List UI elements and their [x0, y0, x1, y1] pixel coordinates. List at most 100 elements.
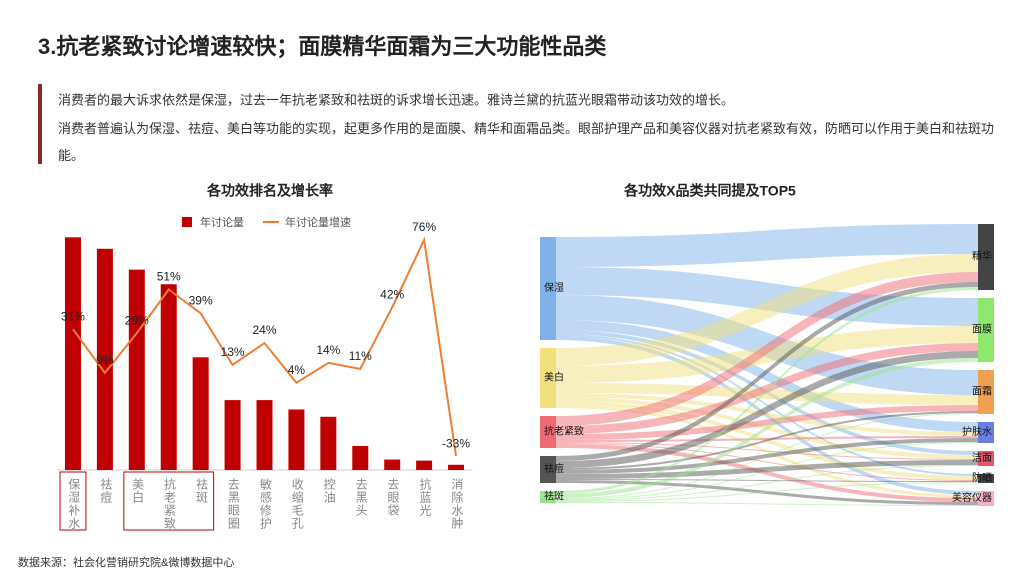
sankey-node [978, 451, 994, 466]
bar [320, 416, 337, 470]
sankey-link [556, 254, 978, 366]
bar [128, 269, 145, 470]
sankey-link [556, 334, 978, 476]
sankey-link [556, 282, 978, 461]
sankey-node [540, 348, 556, 408]
source-note: 数据来源：社会化营销研究院&微博数据中心 [18, 555, 234, 569]
data-label: 14% [316, 343, 340, 357]
paragraph: 消费者普遍认为保湿、祛痘、美白等功能的实现，起更多作用的是面膜、精华和面霜品类。… [58, 121, 995, 163]
bar [352, 446, 369, 470]
highlight-box [123, 471, 215, 531]
x-tick-label: 敏感修护 [258, 477, 272, 530]
sankey-node [978, 474, 994, 483]
bar [384, 459, 401, 470]
sankey-link [556, 465, 978, 501]
sankey-link [556, 343, 978, 434]
slide-title: 3.抗老紧致讨论增速较快；面膜精华面霜为三大功能性品类 [38, 34, 607, 59]
sankey-node [978, 224, 994, 290]
sankey-node [540, 491, 556, 503]
sankey-node [540, 416, 556, 448]
data-label: 4% [288, 363, 306, 377]
data-label: 51% [157, 270, 181, 284]
data-label: 24% [252, 323, 276, 337]
x-tick-label: 抗蓝光 [418, 477, 432, 517]
sankey-link [556, 413, 978, 499]
node-label: 美白 [544, 371, 564, 384]
node-label: 面霜 [972, 386, 992, 398]
data-label: 13% [221, 345, 245, 359]
data-label: 31% [61, 309, 85, 323]
x-tick-label: 控油 [322, 478, 336, 504]
sankey-link [556, 393, 978, 436]
x-tick-label: 祛斑 [194, 478, 208, 504]
legend-swatch [182, 217, 192, 227]
sankey-link [556, 442, 978, 460]
bar [96, 248, 113, 470]
sankey-link [556, 482, 978, 502]
bar [448, 464, 465, 470]
sankey-node [540, 456, 556, 483]
sankey-link [556, 405, 978, 440]
data-label: -33% [442, 436, 470, 450]
legend-label: 年讨论量增速 [285, 215, 351, 229]
data-label: 11% [349, 349, 372, 363]
sankey-node [978, 422, 994, 443]
node-label: 防晒 [972, 471, 992, 484]
line [72, 236, 458, 457]
data-label: 9% [96, 353, 114, 367]
sankey-link [556, 411, 978, 470]
x-tick-label: 保湿补水 [67, 478, 81, 530]
legend-label: 年讨论量 [200, 215, 244, 229]
node-label: 美容仪器 [952, 491, 992, 504]
sankey-node [540, 237, 556, 340]
sankey-node [978, 370, 994, 414]
sankey-link [556, 320, 978, 432]
chart-title: 各功效X品类共同提及TOP5 [623, 183, 796, 199]
data-label: 29% [125, 313, 149, 327]
x-tick-label: 去黑头 [354, 478, 368, 517]
x-tick-label: 祛痘 [99, 478, 113, 504]
data-label: 39% [189, 293, 213, 307]
chart-title: 各功效排名及增长率 [206, 183, 333, 199]
sankey-link [556, 287, 978, 494]
x-tick-label: 消除水肿 [450, 478, 464, 530]
highlight-box [59, 471, 87, 531]
sankey-link [556, 272, 978, 426]
sankey-link [556, 358, 978, 498]
sankey-link [556, 224, 978, 267]
paragraph-box: 消费者普遍认为保湿、祛痘、美白等功能的实现，起更多作用的是面膜、精华和面霜品类。… [58, 121, 995, 163]
node-label: 洁面 [972, 451, 992, 464]
sankey-link [556, 442, 978, 500]
sankey-node [978, 491, 994, 506]
sankey-link [556, 443, 978, 481]
bar [224, 400, 241, 470]
node-label: 保湿 [544, 281, 564, 294]
x-tick-label: 去眼袋 [386, 478, 400, 517]
data-label: 76% [412, 220, 436, 234]
data-label: 42% [380, 288, 404, 302]
node-label: 精华 [972, 250, 992, 263]
node-label: 护肤水 [962, 425, 992, 438]
sankey-link [556, 460, 978, 479]
sankey-node [978, 298, 994, 362]
sankey-link [556, 326, 978, 383]
bar [416, 460, 433, 470]
bar [64, 237, 81, 470]
sankey-link [556, 351, 978, 468]
x-tick-label: 收缩毛孔 [290, 478, 304, 530]
node-label: 祛痘 [544, 462, 564, 475]
sankey-link [556, 444, 978, 502]
paragraph: 消费者的最大诉求依然是保湿，过去一年抗老紧致和祛斑的诉求增长迅速。雅诗兰黛的抗蓝… [58, 92, 734, 107]
accent-bar [38, 84, 42, 164]
bar [256, 400, 273, 470]
x-tick-label: 去黑眼圈 [226, 478, 240, 530]
x-tick-label: 抗老紧致 [163, 477, 177, 530]
sankey-link [556, 502, 978, 506]
x-tick-label: 美白 [131, 478, 145, 504]
node-label: 祛斑 [544, 490, 564, 503]
node-label: 抗老紧致 [544, 425, 584, 438]
bar [160, 284, 177, 470]
bar [192, 357, 209, 470]
